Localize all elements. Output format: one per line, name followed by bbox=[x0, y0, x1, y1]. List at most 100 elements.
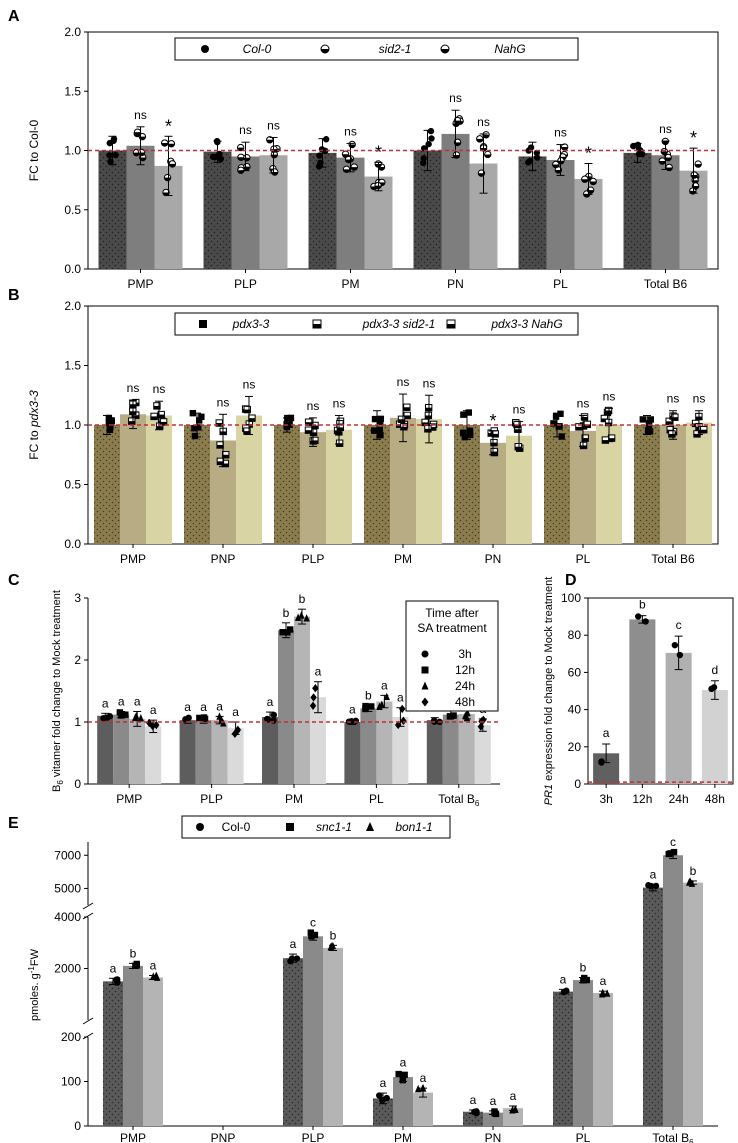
panel-c-bar bbox=[227, 728, 244, 784]
panel-b-letter: B bbox=[8, 287, 20, 304]
panel-b-datapoint-fill bbox=[311, 425, 319, 429]
panel-a-datapoint-fill bbox=[694, 164, 702, 168]
panel-e-datapoint bbox=[383, 1094, 390, 1102]
panel-a-datapoint bbox=[342, 165, 351, 174]
panel-a-ytick-label: 0.5 bbox=[64, 203, 81, 217]
panel-e-sig-label: a bbox=[560, 972, 567, 986]
panel-d-sig-label: b bbox=[639, 598, 646, 612]
panel-a-datapoint bbox=[350, 163, 358, 171]
panel-e-ytick-label: 0 bbox=[74, 1119, 81, 1133]
panel-c-datapoint bbox=[231, 729, 239, 738]
panel-a-legend-marker-fill bbox=[321, 49, 329, 53]
panel-a-legend-label: Col-0 bbox=[243, 42, 272, 56]
panel-b-datapoint-fill bbox=[248, 418, 256, 422]
panel-a-datapoint bbox=[163, 173, 172, 182]
panel-a-datapoint bbox=[322, 147, 329, 155]
panel-b-datapoint bbox=[311, 436, 319, 445]
panel-b-datapoint bbox=[466, 427, 474, 435]
panel-b-datapoint-fill bbox=[158, 414, 165, 418]
panel-b-datapoint bbox=[693, 430, 701, 438]
panel-c-datapoint bbox=[196, 714, 203, 722]
panel-e-sig-label: a bbox=[420, 1071, 427, 1085]
panel-b-datapoint bbox=[370, 427, 378, 434]
panel-a-datapoint-fill bbox=[271, 154, 278, 158]
panel-e-bar bbox=[573, 980, 593, 1126]
panel-b-datapoint-fill bbox=[700, 429, 707, 433]
panel-b-datapoint-fill bbox=[515, 446, 522, 450]
panel-b-bar-pattern bbox=[544, 425, 570, 544]
panel-b-datapoint bbox=[304, 426, 313, 434]
panel-c-datapoint bbox=[450, 712, 457, 719]
panel-e-datapoint bbox=[114, 976, 121, 983]
panel-b-datapoint bbox=[556, 423, 563, 430]
panel-a-category-label: PMP bbox=[127, 277, 153, 291]
panel-e-legend-marker bbox=[286, 823, 294, 831]
panel-c-datapoint bbox=[368, 703, 375, 710]
panel-b-ytick-label: 1.5 bbox=[64, 359, 81, 373]
panel-b-sig-label: ns bbox=[153, 382, 166, 396]
panel-c-bar bbox=[392, 717, 409, 784]
panel-b-datapoint-fill bbox=[311, 440, 319, 444]
panel-b-ytick-label: 2.0 bbox=[64, 299, 81, 313]
panel-a-datapoint-fill bbox=[691, 175, 698, 179]
panel-a-sig-label: ns bbox=[134, 108, 147, 122]
panel-b-datapoint bbox=[215, 419, 223, 427]
panel-b-datapoint bbox=[195, 424, 202, 431]
panel-c-sig-label: a bbox=[118, 694, 125, 708]
panel-b-datapoint bbox=[248, 414, 256, 422]
panel-a-datapoint-fill bbox=[266, 139, 273, 143]
panel-b-bar bbox=[326, 429, 352, 544]
panel-b-datapoint-fill bbox=[601, 418, 608, 422]
panel-d-bar bbox=[701, 690, 728, 784]
panel-b-datapoint bbox=[336, 423, 345, 432]
panel-a-datapoint-fill bbox=[134, 132, 141, 136]
panel-e-ytick-label: 5000 bbox=[54, 881, 81, 895]
panel-c-bar bbox=[179, 720, 196, 784]
panel-b-datapoint bbox=[191, 425, 198, 432]
panel-a-datapoint bbox=[243, 153, 251, 162]
panel-b-datapoint-fill bbox=[575, 426, 583, 431]
panel-c-datapoint bbox=[477, 722, 485, 731]
panel-d-ytick-label: 20 bbox=[568, 740, 582, 754]
panel-b-datapoint-fill bbox=[584, 424, 591, 428]
panel-b-datapoint-fill bbox=[425, 415, 432, 419]
panel-c-datapoint bbox=[145, 718, 153, 728]
panel-c-sig-label: a bbox=[216, 699, 223, 713]
panel-a-bar bbox=[546, 159, 575, 269]
panel-c-datapoint bbox=[220, 719, 227, 727]
panel-c-sig-label: a bbox=[150, 703, 157, 717]
panel-a-datapoint bbox=[266, 136, 274, 144]
panel-a-datapoint-fill bbox=[476, 138, 483, 143]
panel-b-datapoint-fill bbox=[403, 407, 411, 411]
panel-b-datapoint-fill bbox=[244, 409, 251, 413]
panel-b-bar-pattern bbox=[274, 425, 300, 544]
panel-a-datapoint bbox=[589, 177, 597, 186]
panel-e-sig-label: a bbox=[650, 867, 657, 881]
panel-b-datapoint bbox=[403, 403, 411, 411]
panel-b-datapoint-fill bbox=[488, 433, 495, 437]
panel-b-datapoint bbox=[639, 416, 646, 423]
panel-b-datapoint-fill bbox=[153, 405, 161, 410]
panel-c-bar bbox=[113, 714, 130, 784]
panel-b-datapoint bbox=[647, 416, 655, 423]
panel-b-datapoint bbox=[459, 429, 467, 436]
panel-b-datapoint-fill bbox=[132, 415, 139, 419]
panel-a-sig-label: * bbox=[375, 142, 382, 162]
panel-b-datapoint-fill bbox=[580, 425, 587, 430]
panel-c-legend-title: SA treatment bbox=[417, 621, 487, 635]
panel-e-category-label: PN bbox=[485, 1131, 502, 1143]
panel-b-datapoint bbox=[377, 431, 384, 439]
panel-a-category-label: Total B6 bbox=[644, 277, 688, 291]
panel-e-legend-marker bbox=[196, 823, 204, 831]
panel-d-datapoint bbox=[671, 641, 679, 649]
panel-b-sig-label: ns bbox=[217, 395, 230, 409]
panel-b-datapoint bbox=[376, 426, 384, 434]
panel-a-bar bbox=[651, 155, 680, 269]
panel-e-bar bbox=[123, 965, 143, 1126]
panel-e-category-label: PLP bbox=[302, 1131, 325, 1143]
panel-a-category-label: PLP bbox=[234, 277, 257, 291]
panel-c-category-label: Total B6 bbox=[438, 792, 480, 808]
panel-b-sig-label: ns bbox=[513, 402, 526, 416]
panel-b-bar-pattern bbox=[94, 425, 120, 544]
panel-e-sig-label: a bbox=[400, 1056, 407, 1070]
